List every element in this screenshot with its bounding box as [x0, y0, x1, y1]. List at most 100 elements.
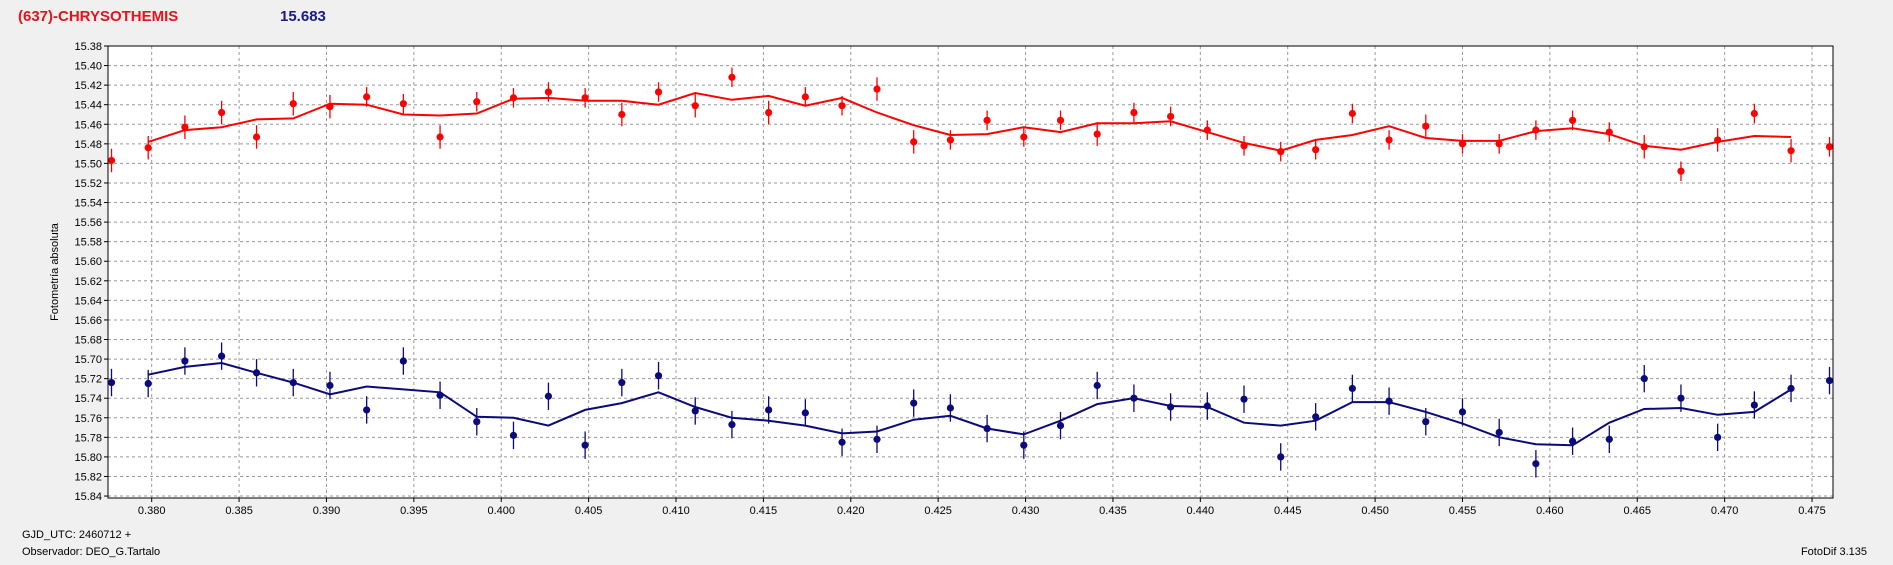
y-tick-label: 15.58 — [74, 237, 102, 249]
data-point — [1277, 453, 1285, 461]
data-point — [1495, 428, 1503, 437]
y-tick-label: 15.64 — [74, 295, 102, 307]
data-point — [144, 379, 152, 388]
data-point — [581, 94, 589, 102]
data-point — [838, 102, 846, 110]
data-point — [1130, 394, 1138, 402]
y-tick-label: 15.82 — [74, 471, 102, 483]
data-point — [289, 378, 297, 387]
data-point — [1677, 167, 1685, 175]
data-point — [1056, 116, 1065, 124]
data-point — [326, 381, 334, 390]
data-point — [1312, 413, 1320, 421]
reference-magnitude: 15.683 — [280, 8, 326, 25]
data-point — [654, 372, 663, 380]
data-point — [363, 406, 371, 414]
data-point — [873, 85, 881, 93]
y-tick-label: 15.56 — [74, 217, 102, 229]
y-tick-label: 15.72 — [74, 374, 102, 386]
data-point — [181, 357, 189, 365]
fit-curves — [147, 91, 1792, 447]
data-point — [910, 399, 918, 407]
data-point — [1167, 112, 1175, 121]
data-point — [181, 123, 189, 131]
data-point — [107, 378, 116, 387]
y-tick-label: 15.84 — [74, 491, 102, 503]
x-tick-label: 0.475 — [1798, 505, 1826, 517]
data-point — [1605, 435, 1613, 443]
data-point — [509, 431, 518, 439]
y-tick-label: 15.38 — [74, 41, 102, 53]
y-tick-label: 15.78 — [74, 432, 102, 444]
data-point — [1056, 422, 1065, 430]
data-point — [728, 421, 736, 429]
data-point — [1787, 384, 1795, 393]
data-point — [399, 100, 407, 108]
data-point — [509, 94, 518, 102]
fit-curve-series-2 — [147, 361, 1792, 447]
y-tick-label: 15.40 — [74, 61, 102, 73]
y-tick-label: 15.42 — [74, 80, 102, 92]
x-tick-label: 0.395 — [400, 505, 428, 517]
x-tick-label: 0.425 — [924, 505, 952, 517]
data-point — [1568, 116, 1577, 124]
data-point — [765, 406, 773, 414]
x-axis: 0.380 0.385 0.390 0.395 0.400 0.405 0.410 0.415… — [138, 498, 1826, 517]
data-point — [1714, 433, 1722, 441]
data-point — [691, 102, 699, 110]
data-point — [1312, 146, 1320, 154]
data-point — [983, 424, 991, 433]
data-point — [399, 357, 407, 365]
x-tick-label: 0.405 — [575, 505, 603, 517]
data-point — [1825, 376, 1834, 385]
data-point — [581, 441, 589, 449]
data-point — [289, 100, 297, 108]
y-tick-label: 15.50 — [74, 158, 102, 170]
data-point — [363, 93, 371, 101]
data-point — [544, 88, 553, 96]
x-tick-label: 0.400 — [487, 505, 515, 517]
y-tick-label: 15.52 — [74, 178, 102, 190]
x-tick-label: 0.445 — [1274, 505, 1302, 517]
data-point — [1348, 384, 1356, 393]
data-point — [1093, 381, 1101, 390]
data-point — [1640, 143, 1648, 151]
data-point — [252, 369, 261, 377]
data-point — [326, 103, 334, 111]
y-tick-label: 15.66 — [74, 315, 102, 327]
y-tick-label: 15.44 — [74, 100, 102, 112]
data-points — [107, 67, 1834, 478]
data-point — [1385, 397, 1393, 405]
data-point — [1495, 140, 1503, 148]
data-point — [654, 88, 663, 96]
data-point — [1240, 142, 1248, 150]
data-point — [946, 136, 955, 144]
data-point — [1130, 108, 1138, 117]
data-point — [1422, 418, 1430, 426]
data-point — [1348, 109, 1356, 118]
data-point — [1458, 408, 1467, 416]
x-tick-label: 0.470 — [1711, 505, 1739, 517]
data-point — [838, 438, 846, 446]
x-tick-label: 0.380 — [138, 505, 166, 517]
y-tick-label: 15.46 — [74, 119, 102, 131]
y-tick-label: 15.68 — [74, 335, 102, 347]
data-point — [691, 407, 699, 415]
y-axis: 15.38 15.40 15.42 15.44 15.46 15.48 15.50 15.52… — [74, 41, 108, 503]
data-point — [473, 418, 481, 426]
data-point — [946, 404, 955, 412]
data-point — [765, 108, 773, 117]
data-point — [436, 133, 444, 141]
data-point — [1277, 148, 1285, 156]
y-tick-label: 15.70 — [74, 354, 102, 366]
data-point — [252, 133, 261, 141]
data-point — [1385, 136, 1393, 144]
x-tick-label: 0.455 — [1449, 505, 1477, 517]
x-tick-label: 0.460 — [1536, 505, 1564, 517]
data-point — [983, 116, 991, 124]
data-point — [436, 391, 444, 399]
data-point — [1240, 395, 1248, 403]
data-point — [1458, 140, 1467, 148]
data-point — [1203, 402, 1211, 410]
y-axis-label: Fotometría absoluta — [49, 222, 61, 321]
